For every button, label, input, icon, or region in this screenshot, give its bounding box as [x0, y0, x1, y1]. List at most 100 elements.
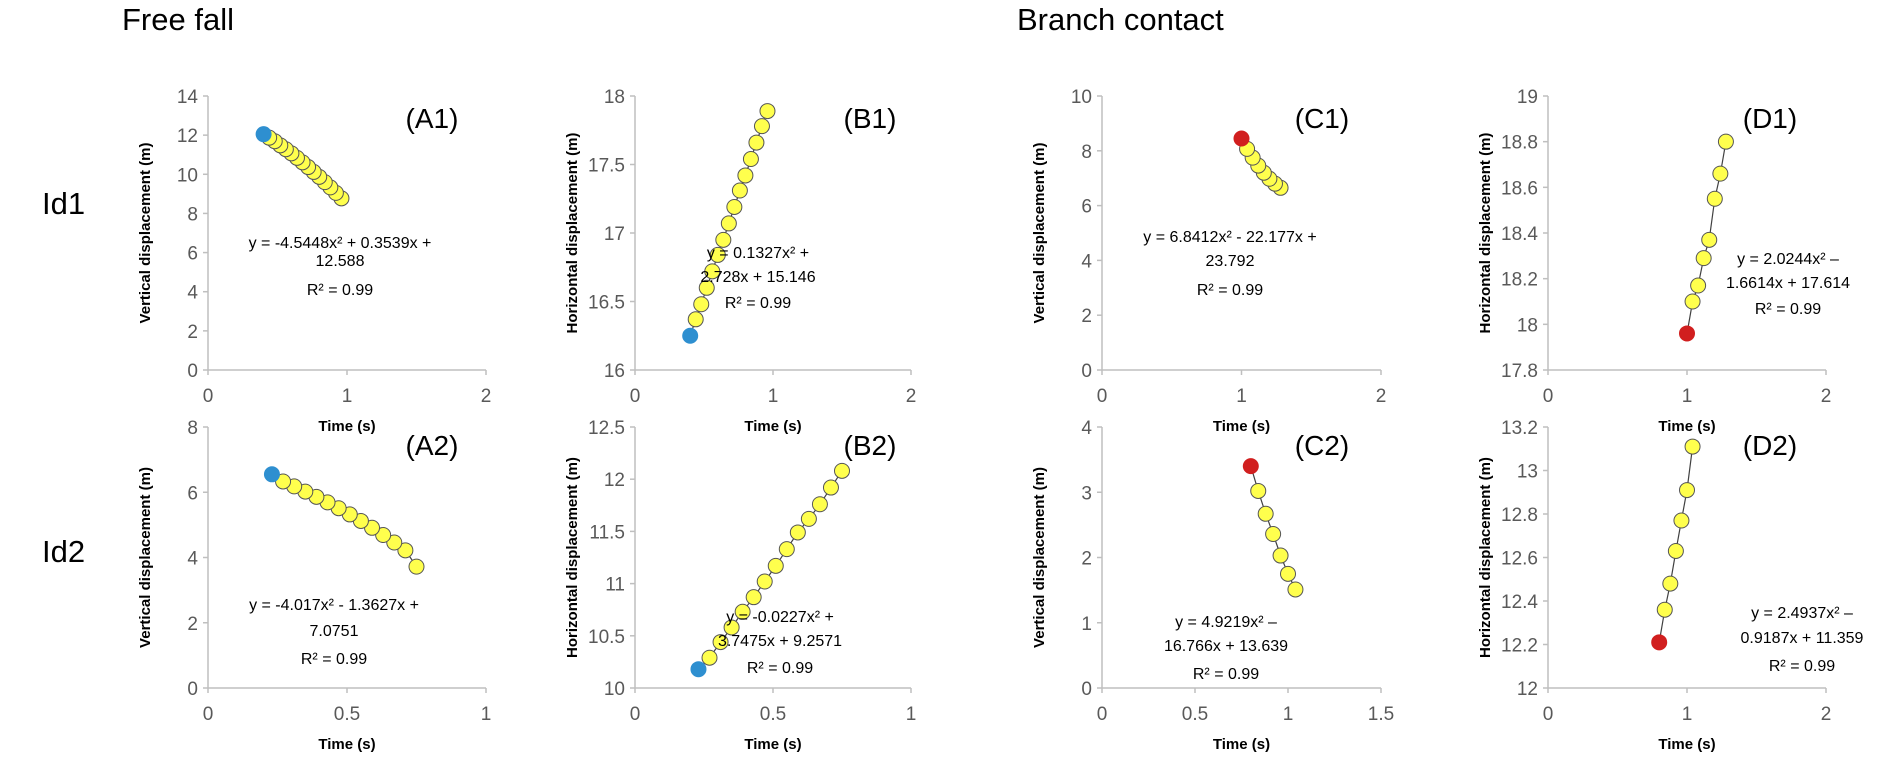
- data-point: [789, 524, 806, 541]
- x-tick-label: 0: [630, 386, 641, 407]
- data-point: [386, 534, 403, 551]
- start-point: [1651, 634, 1668, 651]
- equation-label: 12.588: [316, 253, 365, 270]
- data-point: [800, 510, 817, 527]
- data-point: [704, 263, 721, 280]
- data-point: [1684, 438, 1701, 455]
- x-tick-label: 1: [1682, 386, 1693, 407]
- x-tick-label: 1: [1236, 386, 1247, 407]
- chart-panel-b2: 10 10.5 11 11.5 12 12.5 0 0.5 1 Time (s) Horizonta…: [564, 418, 916, 753]
- data-point: [756, 573, 773, 590]
- r-squared-label: R² = 0.99: [1769, 658, 1835, 675]
- equation-label: y = 4.9219x² –: [1175, 614, 1277, 631]
- x-tick-label: 1: [481, 704, 492, 725]
- y-axis-label: Vertical displacement (m): [137, 467, 154, 648]
- y-tick-label: 2: [187, 322, 198, 343]
- equation-label: 0.9187x + 11.359: [1741, 630, 1864, 647]
- x-tick-label: 0: [1543, 386, 1554, 407]
- equation-label: 7.0751: [310, 623, 359, 640]
- data-point: [726, 198, 743, 215]
- start-point: [255, 126, 272, 143]
- equation-label: 1.6614x + 17.614: [1726, 275, 1850, 292]
- x-axis-label: Time (s): [1658, 418, 1715, 435]
- y-tick-label: 12.5: [588, 418, 625, 439]
- y-tick-label: 10: [1071, 87, 1092, 108]
- x-tick-label: 1: [768, 386, 779, 407]
- data-point: [1701, 231, 1718, 248]
- data-point: [822, 479, 839, 496]
- x-tick-label: 1: [1283, 704, 1294, 725]
- y-tick-label: 11.5: [589, 522, 625, 543]
- y-tick-label: 16.5: [588, 293, 625, 314]
- data-point: [734, 603, 751, 620]
- y-tick-label: 18: [1517, 315, 1538, 336]
- data-point: [1690, 277, 1707, 294]
- x-tick-label: 0.5: [760, 704, 786, 725]
- heading-free-fall: Free fall: [122, 2, 234, 37]
- y-tick-label: 12: [177, 126, 198, 147]
- r-squared-label: R² = 0.99: [725, 295, 791, 312]
- equation-label: 16.766x + 13.639: [1164, 638, 1288, 655]
- data-point: [1684, 293, 1701, 310]
- data-point: [375, 526, 392, 543]
- y-tick-label: 10: [177, 165, 198, 186]
- data-point: [737, 167, 754, 184]
- data-point: [748, 134, 765, 151]
- y-tick-label: 18.4: [1501, 224, 1538, 245]
- x-tick-label: 2: [1821, 704, 1832, 725]
- y-tick-label: 2: [187, 614, 198, 635]
- start-point: [1679, 325, 1695, 342]
- y-tick-label: 10: [604, 679, 625, 700]
- y-tick-label: 1: [1081, 614, 1092, 635]
- row-label-id2: Id2: [42, 534, 86, 569]
- chart-panel-c2: 0 1 2 3 4 0 0.5 1 1.5 Time (s) Vertical displaceme…: [1031, 418, 1394, 753]
- data-point: [712, 634, 729, 651]
- data-point: [1673, 512, 1690, 529]
- start-point: [263, 466, 280, 483]
- y-tick-label: 18.6: [1501, 178, 1538, 199]
- data-point: [834, 462, 850, 479]
- y-tick-label: 0: [187, 361, 198, 382]
- y-tick-label: 8: [1081, 142, 1092, 163]
- y-axis-label: Vertical displacement (m): [1031, 143, 1048, 324]
- data-point: [745, 589, 762, 606]
- y-axis-label: Horizontal displacement (m): [564, 133, 581, 334]
- y-tick-label: 4: [1081, 251, 1092, 272]
- y-tick-label: 18: [604, 87, 625, 108]
- chart-panel-b1: 16 16.5 17 17.5 18 0 1 2 Time (s) Horizontal disp…: [564, 87, 916, 435]
- panel-label: (B2): [844, 430, 897, 461]
- x-axis-label: Time (s): [318, 418, 375, 435]
- x-tick-label: 2: [481, 386, 492, 407]
- y-tick-label: 16: [604, 361, 625, 382]
- r-squared-label: R² = 0.99: [1193, 666, 1259, 683]
- panel-label: (C2): [1295, 430, 1349, 461]
- y-tick-label: 6: [187, 483, 198, 504]
- y-tick-label: 12.4: [1501, 592, 1538, 613]
- panel-label: (A2): [406, 430, 459, 461]
- data-point: [1250, 482, 1267, 499]
- equation-label: y = 2.4937x² –: [1751, 605, 1853, 622]
- start-point: [682, 327, 699, 344]
- r-squared-label: R² = 0.99: [1197, 282, 1263, 299]
- heading-branch-contact: Branch contact: [1017, 2, 1224, 37]
- data-point: [1662, 575, 1679, 592]
- data-point: [1280, 565, 1296, 582]
- x-tick-label: 0.5: [334, 704, 360, 725]
- chart-panel-d1: 17.8 18 18.2 18.4 18.6 18.8 19 0 1 2 Time (s) Horiz…: [1477, 87, 1850, 435]
- y-tick-label: 10.5: [588, 627, 625, 648]
- equation-label: y = -4.017x² - 1.3627x +: [249, 597, 419, 614]
- y-tick-label: 13: [1517, 462, 1538, 483]
- x-tick-label: 0: [1543, 704, 1554, 725]
- panel-label: (A1): [406, 103, 459, 134]
- y-axis-label: Horizontal displacement (m): [564, 457, 581, 658]
- equation-label: 3.7475x + 9.2571: [718, 633, 842, 650]
- chart-panel-a2: 0 2 4 6 8 0 0.5 1 Time (s) Vertical displacement …: [137, 418, 491, 753]
- start-point: [690, 661, 707, 678]
- data-point: [742, 151, 759, 168]
- data-point: [778, 541, 795, 558]
- y-axis-label: Horizontal displacement (m): [1477, 457, 1494, 658]
- y-tick-label: 19: [1517, 87, 1538, 108]
- x-tick-label: 0: [1097, 704, 1108, 725]
